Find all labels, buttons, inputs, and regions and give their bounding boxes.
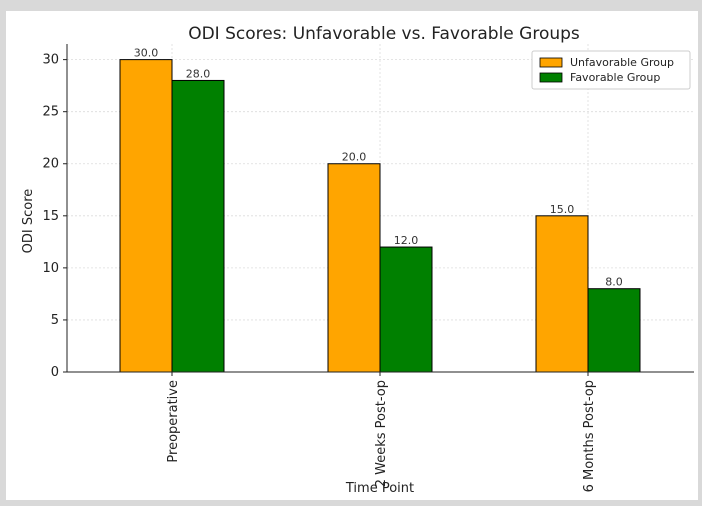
- x-axis-title: Time Point: [345, 481, 414, 496]
- bar-favorable-0: [171, 79, 225, 373]
- x-tick-label: Preoperative: [166, 380, 181, 463]
- x-tick-label: 6 Months Post-op: [582, 380, 597, 492]
- y-tick-label: 0: [51, 365, 59, 380]
- data-label: 8.0: [605, 276, 623, 289]
- legend-swatch: [539, 57, 563, 68]
- data-label: 12.0: [394, 234, 419, 247]
- axes: 0 5 10 15 20 25 30 Preoperative 2 Weeks Post-op 6…: [42, 44, 694, 492]
- legend: Unfavorable Group Favorable Group: [531, 50, 691, 90]
- legend-label: Favorable Group: [570, 71, 660, 84]
- data-label: 28.0: [186, 67, 211, 80]
- y-tick-label: 15: [42, 209, 59, 224]
- y-tick-label: 10: [42, 261, 59, 276]
- data-labels: 30.0 20.0 15.0 28.0 12.0 8.0: [134, 47, 623, 289]
- legend-box: [531, 50, 691, 90]
- bar-unfavorable-1: [327, 163, 381, 373]
- figure-frame: ODI Scores: Unfavorable vs. Favorable Gr…: [6, 11, 698, 500]
- y-axis-title: ODI Score: [21, 189, 36, 254]
- x-tick-label: 2 Weeks Post-op: [374, 380, 389, 487]
- bar-favorable-2: [587, 288, 641, 373]
- y-tick-label: 30: [42, 53, 59, 68]
- odi-bar-chart: ODI Scores: Unfavorable vs. Favorable Gr…: [21, 24, 694, 496]
- bar-unfavorable-2: [535, 215, 589, 373]
- y-tick-label: 20: [42, 157, 59, 172]
- legend-swatch: [539, 72, 563, 83]
- bar-unfavorable-0: [119, 59, 173, 373]
- data-label: 30.0: [134, 47, 159, 60]
- y-tick-label: 5: [51, 313, 59, 328]
- bars: [119, 59, 641, 373]
- chart-title: ODI Scores: Unfavorable vs. Favorable Gr…: [188, 24, 580, 44]
- data-label: 15.0: [550, 203, 575, 216]
- bar-favorable-1: [379, 246, 433, 373]
- y-tick-label: 25: [42, 105, 59, 120]
- data-label: 20.0: [342, 151, 367, 164]
- legend-label: Unfavorable Group: [570, 56, 674, 69]
